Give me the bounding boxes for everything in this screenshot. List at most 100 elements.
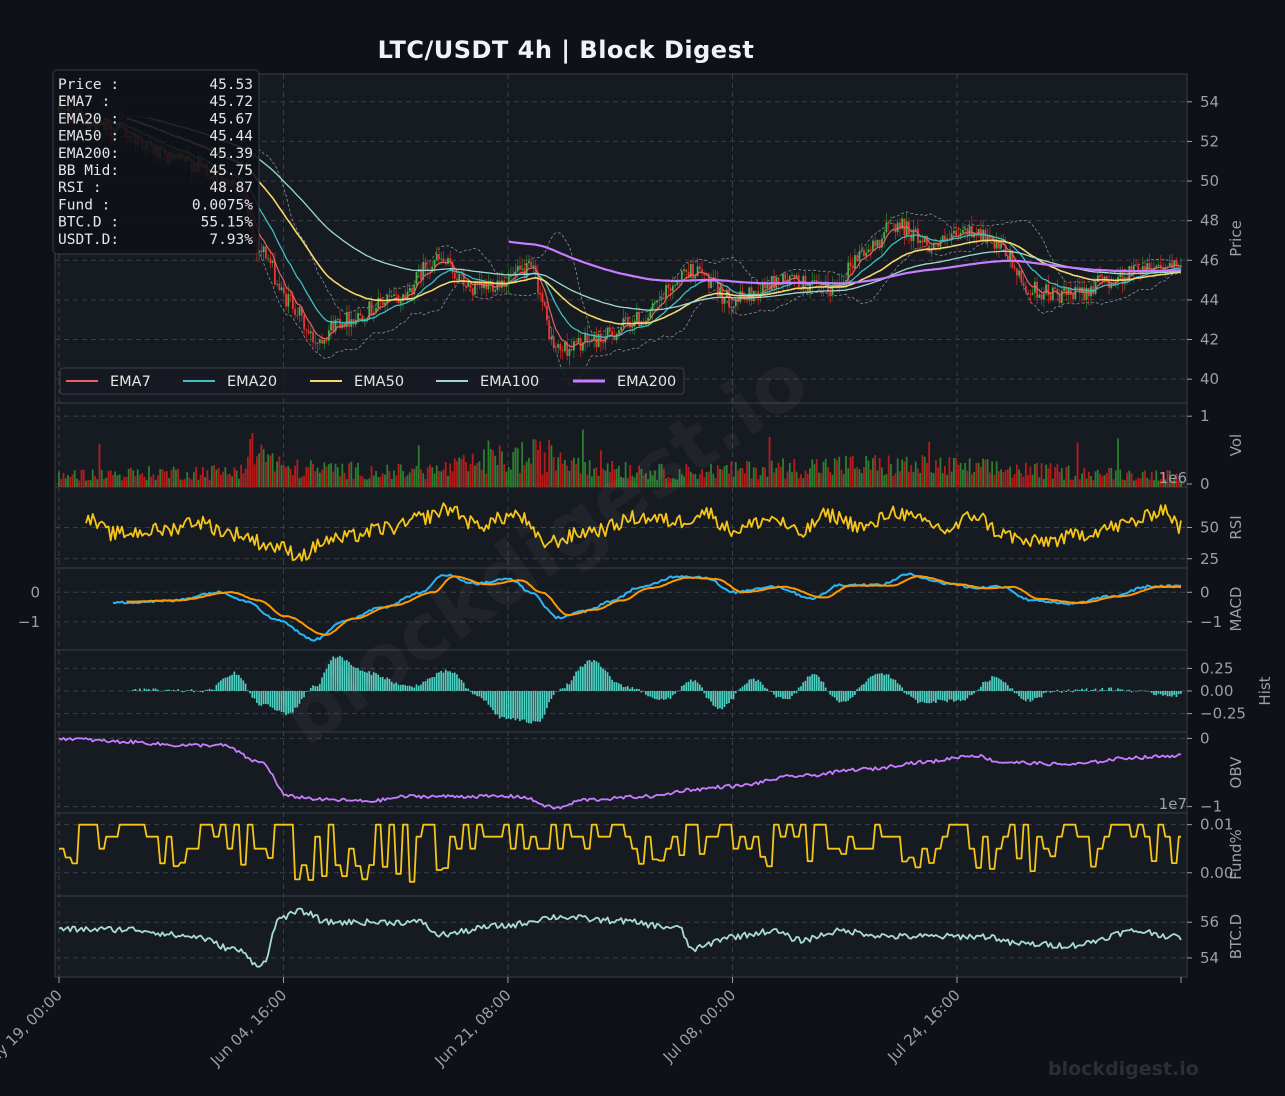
candle-body bbox=[597, 333, 600, 348]
volume-bar bbox=[912, 471, 915, 487]
hist-bar bbox=[917, 691, 919, 704]
volume-bar bbox=[226, 474, 229, 487]
volume-bar bbox=[755, 467, 757, 487]
hist-bar bbox=[620, 684, 622, 691]
volume-bar bbox=[458, 457, 461, 487]
volume-bar bbox=[597, 475, 600, 487]
candle-body bbox=[788, 275, 791, 283]
hist-bar bbox=[1065, 691, 1068, 692]
volume-bar bbox=[822, 461, 825, 487]
hist-bar bbox=[656, 691, 658, 700]
hist-bar bbox=[289, 691, 292, 713]
hist-bar bbox=[532, 691, 535, 722]
volume-bar bbox=[424, 478, 427, 487]
volume-bar bbox=[1130, 473, 1133, 487]
volume-bar bbox=[80, 469, 83, 487]
candle-body bbox=[267, 258, 270, 260]
candle-body bbox=[606, 327, 609, 337]
candle-body bbox=[296, 314, 299, 316]
hist-bar bbox=[678, 690, 681, 692]
volume-bar bbox=[1076, 442, 1079, 487]
hist-bar bbox=[800, 686, 802, 691]
volume-bar bbox=[334, 463, 337, 487]
hist-bar bbox=[811, 674, 814, 691]
volume-bar bbox=[678, 469, 681, 487]
candle-body bbox=[649, 311, 652, 318]
candle-body bbox=[309, 331, 312, 334]
volume-bar bbox=[838, 456, 841, 487]
volume-bar bbox=[260, 444, 263, 487]
hist-bar bbox=[395, 682, 398, 691]
volume-bar bbox=[1004, 469, 1007, 487]
volume-bar bbox=[525, 461, 528, 487]
volume-bar bbox=[485, 473, 488, 487]
hist-bar bbox=[705, 691, 708, 698]
volume-bar bbox=[467, 471, 470, 487]
volume-bar bbox=[759, 475, 762, 487]
hist-bar bbox=[154, 688, 157, 691]
volume-bar bbox=[761, 466, 764, 487]
volume-bar bbox=[521, 442, 524, 487]
volume-bar bbox=[1018, 469, 1021, 487]
volume-bar bbox=[109, 470, 112, 487]
panel-funding bbox=[54, 812, 1188, 897]
volume-bar bbox=[1056, 464, 1059, 487]
hist-bar bbox=[725, 691, 728, 704]
hist-bar bbox=[399, 684, 402, 691]
panel-macd bbox=[54, 567, 1188, 651]
hist-bar bbox=[552, 691, 555, 696]
hist-bar bbox=[1087, 691, 1090, 692]
volume-bar bbox=[622, 477, 625, 487]
hist-bar bbox=[1162, 691, 1164, 696]
volume-bar bbox=[928, 441, 931, 487]
volume-bar bbox=[161, 469, 164, 487]
candle-body bbox=[1027, 292, 1030, 295]
hist-bar bbox=[575, 671, 577, 691]
candle-body bbox=[901, 218, 904, 229]
candle-body bbox=[696, 266, 699, 277]
volume-bar bbox=[966, 470, 969, 487]
hist-bar bbox=[145, 689, 148, 691]
volume-bar bbox=[469, 464, 472, 487]
candle-body bbox=[923, 235, 926, 243]
hist-bar bbox=[892, 679, 894, 691]
chart-title: LTC/USDT 4h | Block Digest bbox=[377, 36, 755, 64]
hist-bar bbox=[372, 672, 375, 691]
volume-bar bbox=[858, 469, 861, 487]
volume-bar bbox=[148, 466, 150, 487]
volume-bar bbox=[366, 479, 368, 487]
y-tick-label: 0.00 bbox=[1200, 864, 1233, 882]
hist-bar bbox=[420, 684, 422, 691]
hist-bar bbox=[1011, 688, 1014, 691]
volume-bar bbox=[856, 467, 859, 487]
candle-body bbox=[1085, 287, 1088, 300]
candle-body bbox=[1049, 295, 1052, 301]
candle-body bbox=[325, 339, 328, 341]
hist-bar bbox=[669, 691, 672, 699]
hist-bar bbox=[768, 691, 771, 692]
hist-bar bbox=[235, 674, 238, 691]
hist-bar bbox=[1022, 691, 1025, 700]
volume-bar bbox=[125, 477, 128, 487]
volume-bar bbox=[89, 480, 92, 487]
candle-body bbox=[638, 312, 641, 327]
info-label: RSI : bbox=[58, 180, 102, 196]
candle-body bbox=[970, 225, 973, 238]
hist-bar bbox=[1114, 690, 1117, 691]
volume-bar bbox=[483, 449, 485, 487]
volume-bar bbox=[1099, 473, 1101, 487]
hist-bar bbox=[849, 691, 852, 699]
candle-body bbox=[761, 281, 764, 295]
volume-bar bbox=[730, 461, 733, 487]
hist-bar bbox=[896, 683, 899, 691]
hist-bar bbox=[555, 691, 557, 692]
hist-bar bbox=[206, 689, 209, 691]
candle-body bbox=[1159, 264, 1162, 268]
candle-body bbox=[332, 320, 335, 332]
hist-bar bbox=[449, 671, 452, 691]
ema20-line bbox=[103, 118, 1182, 338]
hist-bar bbox=[1009, 688, 1011, 691]
hist-bar bbox=[523, 691, 526, 720]
candle-body bbox=[370, 301, 373, 315]
volume-bar bbox=[368, 478, 371, 487]
